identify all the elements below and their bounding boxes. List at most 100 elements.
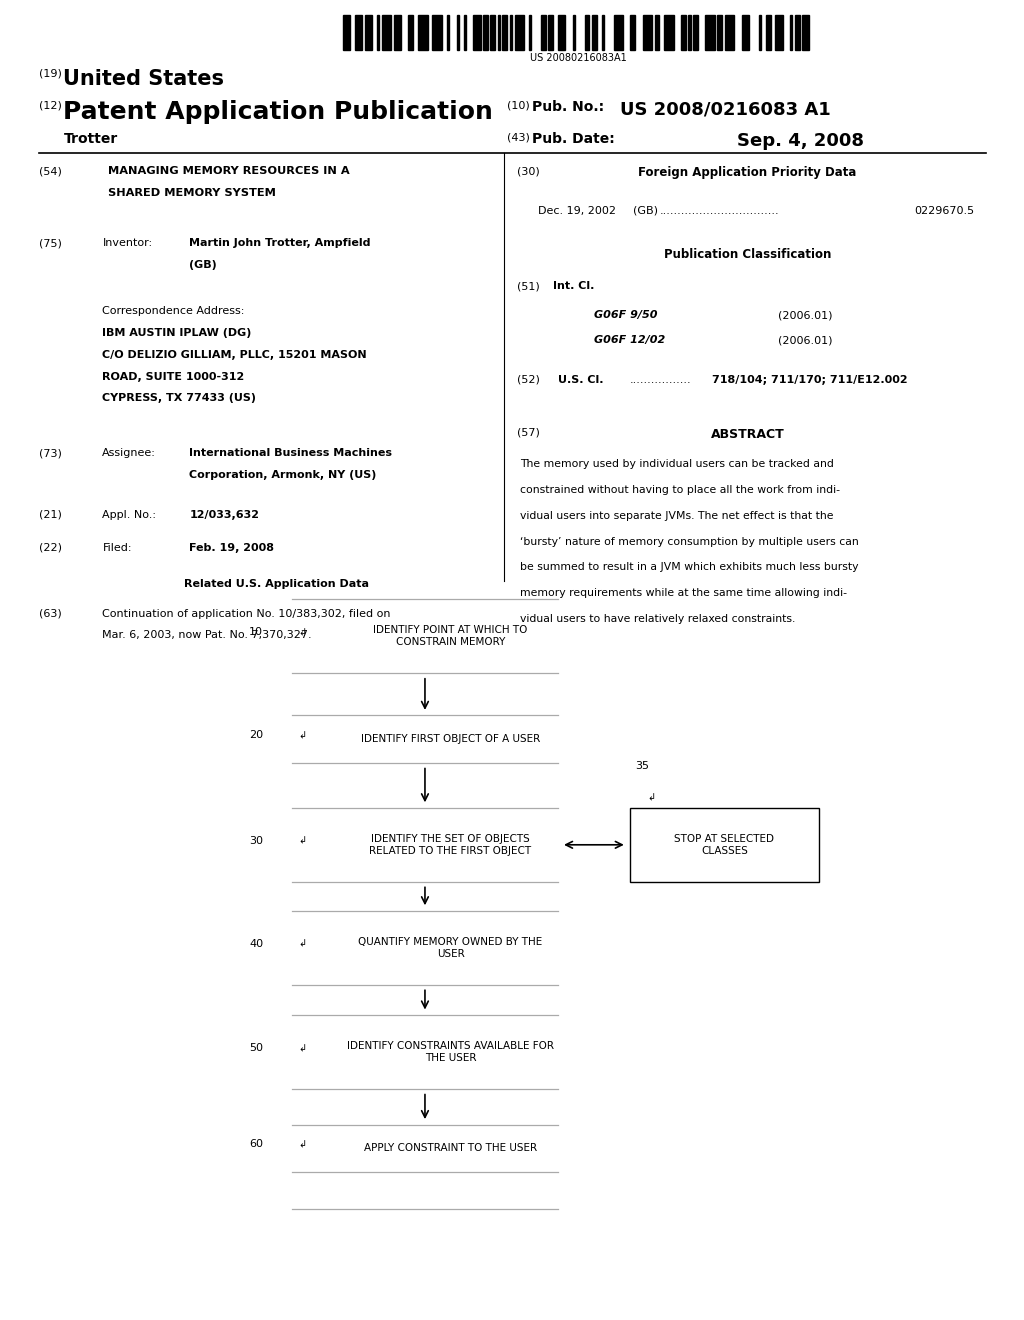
Bar [665, 15, 674, 49]
Bar [409, 15, 413, 49]
Text: Assignee:: Assignee: [102, 447, 157, 458]
Text: STOP AT SELECTED
CLASSES: STOP AT SELECTED CLASSES [675, 834, 774, 855]
Text: (43): (43) [507, 132, 529, 143]
Text: Pub. No.:: Pub. No.: [532, 100, 604, 115]
Text: (12): (12) [39, 100, 61, 111]
Text: Martin John Trotter, Ampfield: Martin John Trotter, Ampfield [189, 238, 371, 248]
Text: (54): (54) [39, 166, 61, 177]
Text: vidual users into separate JVMs. The net effect is that the: vidual users into separate JVMs. The net… [520, 511, 834, 521]
Bar [418, 15, 428, 49]
Bar [446, 15, 450, 49]
Bar [529, 15, 531, 49]
Text: (63): (63) [39, 609, 61, 619]
Text: (19): (19) [39, 69, 61, 79]
Text: ABSTRACT: ABSTRACT [711, 428, 784, 441]
Bar [741, 15, 749, 49]
Bar [631, 15, 635, 49]
Text: Int. Cl.: Int. Cl. [553, 281, 594, 292]
Text: C/O DELIZIO GILLIAM, PLLC, 15201 MASON: C/O DELIZIO GILLIAM, PLLC, 15201 MASON [102, 350, 367, 360]
Bar [592, 15, 597, 49]
Bar [572, 15, 574, 49]
Text: (73): (73) [39, 447, 61, 458]
Text: CYPRESS, TX 77433 (US): CYPRESS, TX 77433 (US) [102, 393, 256, 404]
Text: Corporation, Armonk, NY (US): Corporation, Armonk, NY (US) [189, 470, 377, 480]
Bar [766, 15, 771, 49]
Text: United States: United States [63, 69, 224, 88]
Text: QUANTIFY MEMORY OWNED BY THE
USER: QUANTIFY MEMORY OWNED BY THE USER [358, 937, 543, 958]
Text: The memory used by individual users can be tracked and: The memory used by individual users can … [520, 459, 835, 470]
Bar [654, 15, 659, 49]
Text: US 20080216083A1: US 20080216083A1 [530, 53, 627, 63]
Text: 718/104; 711/170; 711/E12.002: 718/104; 711/170; 711/E12.002 [712, 375, 907, 385]
Bar [585, 15, 590, 49]
Text: (10): (10) [507, 100, 529, 111]
Text: Inventor:: Inventor: [102, 238, 153, 248]
Text: .................: ................. [630, 375, 691, 385]
Bar [464, 15, 466, 49]
Bar [601, 15, 604, 49]
Bar [643, 15, 652, 49]
Bar [725, 15, 734, 49]
Text: Filed:: Filed: [102, 543, 132, 553]
Text: (57): (57) [517, 428, 540, 438]
Text: IDENTIFY THE SET OF OBJECTS
RELATED TO THE FIRST OBJECT: IDENTIFY THE SET OF OBJECTS RELATED TO T… [370, 834, 531, 855]
Text: ↲: ↲ [298, 836, 306, 846]
Bar [688, 15, 691, 49]
Text: IBM AUSTIN IPLAW (DG): IBM AUSTIN IPLAW (DG) [102, 327, 252, 338]
Text: 10: 10 [249, 627, 263, 638]
Bar [503, 15, 507, 49]
Text: (30): (30) [517, 166, 540, 177]
Text: (52): (52) [517, 375, 540, 385]
Text: Trotter: Trotter [63, 132, 118, 147]
Text: IDENTIFY FIRST OBJECT OF A USER: IDENTIFY FIRST OBJECT OF A USER [360, 734, 541, 744]
Text: G06F 12/02: G06F 12/02 [594, 335, 666, 346]
Text: 0229670.5: 0229670.5 [914, 206, 975, 216]
Text: 50: 50 [249, 1043, 263, 1053]
Bar [457, 15, 459, 49]
Bar [558, 15, 565, 49]
Text: .................................: ................................. [659, 206, 779, 216]
Text: 12/033,632: 12/033,632 [189, 510, 259, 520]
Bar [795, 15, 800, 49]
Bar [510, 15, 512, 49]
Text: ‘bursty’ nature of memory consumption by multiple users can: ‘bursty’ nature of memory consumption by… [520, 537, 859, 546]
Bar [382, 15, 391, 49]
Bar [483, 15, 488, 49]
Bar [790, 15, 793, 49]
Text: Dec. 19, 2002: Dec. 19, 2002 [538, 206, 615, 216]
Text: memory requirements while at the same time allowing indi-: memory requirements while at the same ti… [520, 589, 847, 598]
Text: MANAGING MEMORY RESOURCES IN A: MANAGING MEMORY RESOURCES IN A [108, 166, 349, 177]
Text: 35: 35 [635, 760, 649, 771]
Text: 60: 60 [249, 1139, 263, 1150]
Text: SHARED MEMORY SYSTEM: SHARED MEMORY SYSTEM [108, 187, 275, 198]
Bar [613, 15, 624, 49]
Bar [718, 15, 722, 49]
Text: 40: 40 [249, 939, 263, 949]
Text: (75): (75) [39, 238, 61, 248]
Text: (21): (21) [39, 510, 61, 520]
Bar [498, 15, 500, 49]
Bar [514, 15, 524, 49]
Text: Appl. No.:: Appl. No.: [102, 510, 157, 520]
Text: Related U.S. Application Data: Related U.S. Application Data [184, 579, 369, 590]
Bar [490, 15, 496, 49]
Bar [693, 15, 698, 49]
Text: 20: 20 [249, 730, 263, 741]
Bar [432, 15, 442, 49]
Text: Foreign Application Priority Data: Foreign Application Priority Data [638, 166, 857, 180]
Text: Pub. Date:: Pub. Date: [532, 132, 615, 147]
Bar [775, 15, 782, 49]
Text: constrained without having to place all the work from indi-: constrained without having to place all … [520, 486, 840, 495]
Bar [343, 15, 350, 49]
Text: G06F 9/50: G06F 9/50 [594, 310, 657, 321]
Text: U.S. Cl.: U.S. Cl. [558, 375, 603, 385]
Text: Feb. 19, 2008: Feb. 19, 2008 [189, 543, 274, 553]
Text: vidual users to have relatively relaxed constraints.: vidual users to have relatively relaxed … [520, 614, 796, 624]
Text: (22): (22) [39, 543, 61, 553]
Bar [759, 15, 761, 49]
Text: IDENTIFY CONSTRAINTS AVAILABLE FOR
THE USER: IDENTIFY CONSTRAINTS AVAILABLE FOR THE U… [347, 1041, 554, 1063]
Text: US 2008/0216083 A1: US 2008/0216083 A1 [620, 100, 830, 119]
Text: be summed to result in a JVM which exhibits much less bursty: be summed to result in a JVM which exhib… [520, 562, 859, 573]
Text: ↲: ↲ [298, 1139, 306, 1150]
Text: International Business Machines: International Business Machines [189, 447, 392, 458]
